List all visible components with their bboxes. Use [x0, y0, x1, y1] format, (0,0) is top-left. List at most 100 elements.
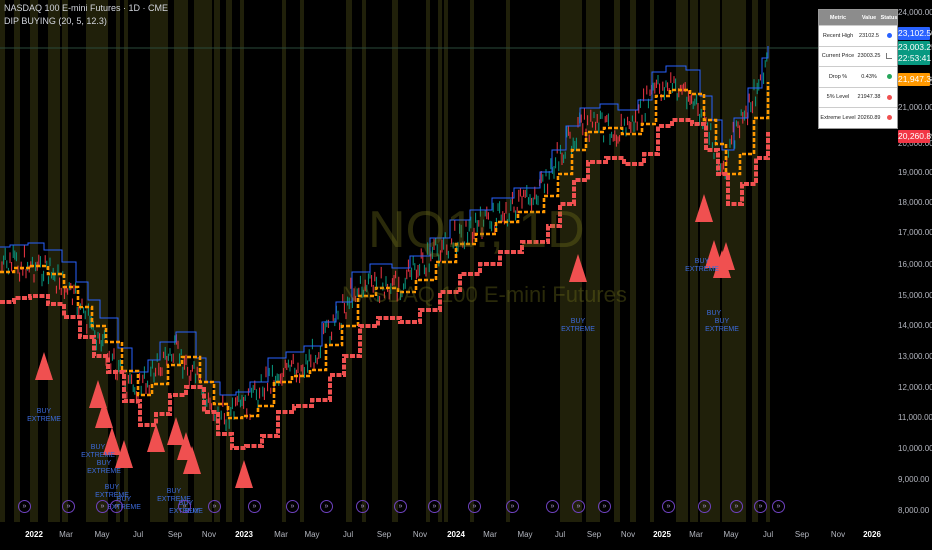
time-axis-label: Mar — [483, 530, 497, 539]
candles — [1, 52, 768, 431]
buy-signal-triangle — [695, 194, 713, 222]
header-metric: Metric — [829, 14, 847, 21]
session-break-icon: » — [598, 500, 611, 513]
price-axis-label: 13,000.00 — [898, 352, 932, 361]
table-row: Drop % 0.43% — [819, 66, 897, 87]
time-axis-label: May — [517, 530, 533, 539]
buy-signal-label: BUY EXTREME — [157, 488, 191, 503]
watermark-symbol: NQ1!, 1D — [368, 201, 585, 259]
time-axis-label: Sep — [586, 530, 602, 539]
price-tag: 22:53:41 — [898, 52, 932, 65]
price-axis-label: 11,000.00 — [898, 413, 932, 422]
session-break-icon: » — [62, 500, 75, 513]
price-axis-label: 21,000.00 — [898, 103, 932, 112]
indicator-legend[interactable]: DIP BUYING (20, 5, 12.3) — [4, 16, 107, 26]
table-row: Extreme Level 20260.89 — [819, 107, 897, 128]
session-break-icon: » — [320, 500, 333, 513]
time-axis-label: Mar — [689, 530, 703, 539]
buy-signal-triangle — [167, 417, 185, 445]
metric-name: Recent High — [822, 32, 854, 39]
highlight-band — [506, 0, 510, 522]
highlight-band — [426, 0, 430, 522]
time-axis-label: Jul — [554, 530, 566, 539]
buy-signal-triangle — [35, 352, 53, 380]
session-break-icon: » — [110, 500, 123, 513]
highlight-band — [630, 0, 636, 522]
session-break-icon: » — [772, 500, 785, 513]
recent-high-line — [0, 46, 769, 396]
session-break-icon: » — [698, 500, 711, 513]
price-axis-label: 19,000.00 — [898, 168, 932, 177]
session-break-icon: » — [506, 500, 519, 513]
watermark-name: NASDAQ 100 E-mini Futures — [342, 282, 627, 307]
highlight-band — [300, 0, 304, 522]
buy-signal-triangle — [103, 427, 121, 455]
time-axis-label: Nov — [830, 530, 846, 539]
table-row: Recent High 23102.5 — [819, 25, 897, 46]
metric-value: 23003.25 — [857, 53, 881, 60]
highlight-band — [614, 0, 620, 522]
highlight-band — [194, 0, 212, 522]
five-pct-level-line — [0, 82, 770, 420]
time-axis-label: 2024 — [447, 530, 465, 539]
buy-signal-triangle — [89, 380, 107, 408]
highlight-band — [30, 0, 38, 522]
buy-signal-triangle — [183, 446, 201, 474]
time-axis-label: 2023 — [235, 530, 253, 539]
metric-name: Extreme Level — [820, 114, 856, 121]
metrics-table: Metric Value Status Recent High 23102.5 … — [818, 9, 898, 129]
time-axis-label: Jul — [132, 530, 144, 539]
price-tag: 21,947.38 — [898, 73, 932, 86]
price-axis-label: 14,000.00 — [898, 321, 932, 330]
highlight-band — [240, 0, 244, 522]
buy-signal-triangle — [95, 400, 113, 428]
session-break-icon: » — [468, 500, 481, 513]
time-axis-label: Mar — [59, 530, 73, 539]
buy-signal-label: BUY EXTREME — [81, 444, 115, 459]
time-axis-label: Mar — [274, 530, 288, 539]
blue-dot-icon — [886, 33, 892, 39]
price-axis-label: 8,000.00 — [898, 506, 930, 515]
buy-signal-label: BUY EXTREME — [107, 496, 141, 511]
buy-signal-triangle — [147, 424, 165, 452]
metrics-table-header: Metric Value Status — [819, 10, 897, 25]
metric-name: Drop % — [828, 73, 848, 80]
highlight-band — [116, 0, 120, 522]
chart-title[interactable]: NASDAQ 100 E-mini Futures · 1D · CME — [4, 3, 169, 13]
price-axis-label: 9,000.00 — [898, 475, 930, 484]
time-axis-label: May — [723, 530, 739, 539]
buy-signal-label: BUY EXTREME — [705, 318, 739, 333]
time-axis-label: May — [304, 530, 320, 539]
session-break-icon: » — [178, 500, 191, 513]
extreme-level-line — [0, 118, 770, 450]
highlight-band — [282, 0, 286, 522]
table-row: 5% Level 21947.38 — [819, 86, 897, 108]
metric-name: 5% Level — [826, 94, 850, 101]
buy-signal-triangle — [115, 440, 133, 468]
highlight-band — [0, 0, 5, 522]
buy-signal-triangle — [235, 460, 253, 488]
session-break-icon: » — [572, 500, 585, 513]
buy-signal-label: BUY EXTREME — [685, 258, 719, 273]
highlight-band — [124, 0, 128, 522]
price-axis-label: 16,000.00 — [898, 260, 932, 269]
buy-signal-label: BUY EXTREME — [27, 408, 61, 423]
session-break-icon: » — [662, 500, 675, 513]
time-axis-label: Sep — [794, 530, 810, 539]
session-break-icon: » — [428, 500, 441, 513]
time-axis-label: Jul — [342, 530, 354, 539]
red-dot-icon — [886, 94, 892, 100]
highlight-band — [690, 0, 698, 522]
session-break-icon: » — [546, 500, 559, 513]
buy-signal-label: BUY EXTREME — [87, 460, 121, 475]
table-row: Current Price 23003.25 — [819, 45, 897, 67]
session-break-icon: » — [248, 500, 261, 513]
time-axis-label: 2026 — [863, 530, 881, 539]
price-tag: 23,003.25 — [898, 41, 932, 54]
highlight-band — [226, 0, 232, 522]
session-break-icon: » — [96, 500, 109, 513]
time-axis-label: Nov — [412, 530, 428, 539]
highlight-band — [752, 0, 758, 522]
